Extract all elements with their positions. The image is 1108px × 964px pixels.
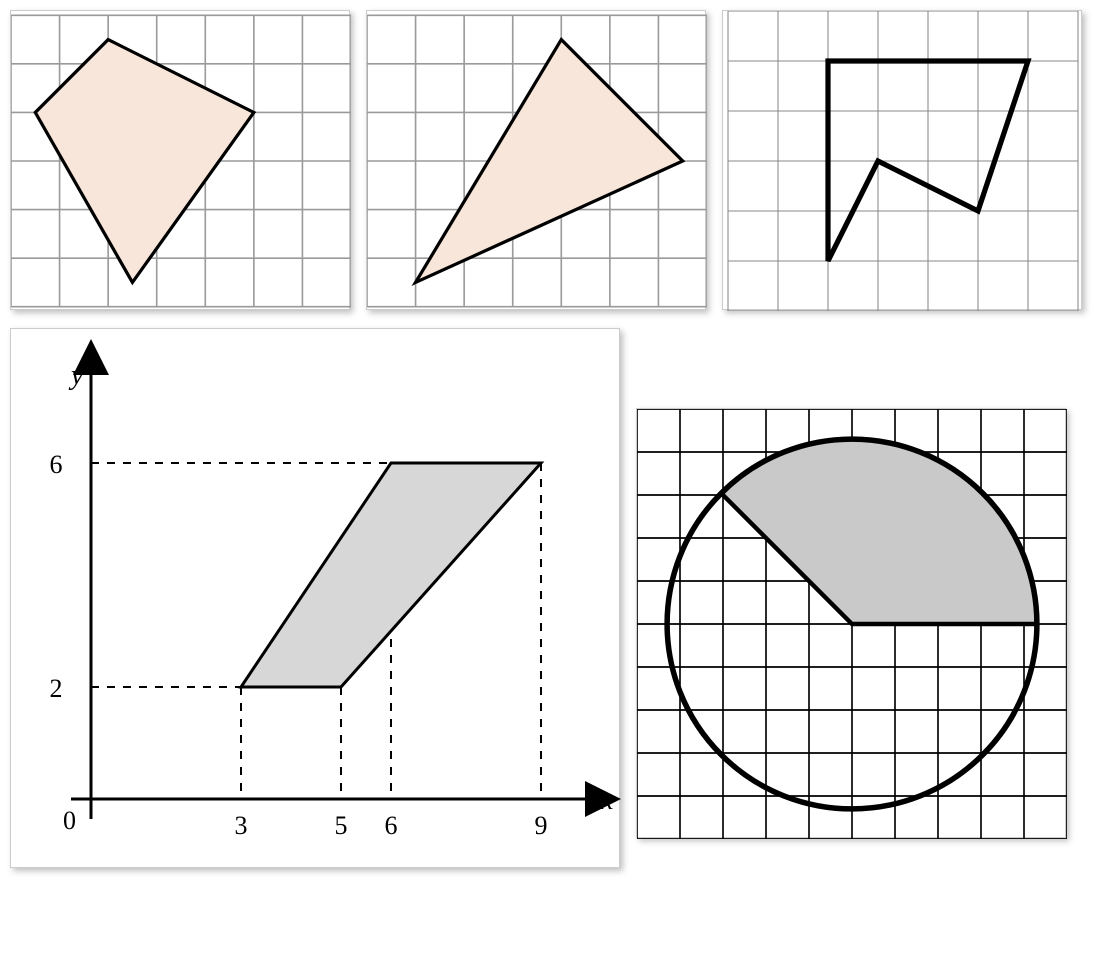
panel-parallelogram: y x 0 2 6 3 5 6 9	[10, 328, 620, 868]
xtick-9: 9	[535, 811, 548, 840]
ytick-2: 2	[50, 674, 63, 703]
kite-polygon	[35, 40, 254, 283]
origin-label: 0	[63, 806, 76, 835]
figure-container: y x 0 2 6 3 5 6 9	[10, 10, 1098, 868]
panel-arrow	[722, 10, 1082, 310]
parallelogram-svg: y x 0 2 6 3 5 6 9	[11, 329, 621, 869]
circle-svg	[637, 409, 1067, 839]
row-1	[10, 10, 1098, 310]
xtick-6: 6	[385, 811, 398, 840]
triangle-svg	[367, 11, 707, 311]
xtick-5: 5	[335, 811, 348, 840]
y-axis-label: y	[68, 360, 84, 391]
x-axis-label: x	[600, 785, 614, 816]
arrow-svg	[723, 11, 1083, 311]
panel-triangle	[366, 10, 706, 310]
xtick-3: 3	[235, 811, 248, 840]
panel-kite	[10, 10, 350, 310]
panel-circle	[636, 408, 1066, 838]
arrow-grid	[728, 11, 1078, 311]
circle-sector	[721, 439, 1037, 624]
ytick-6: 6	[50, 450, 63, 479]
kite-svg	[11, 11, 351, 311]
row-2: y x 0 2 6 3 5 6 9	[10, 328, 1098, 868]
parallelogram-shape	[241, 463, 541, 687]
